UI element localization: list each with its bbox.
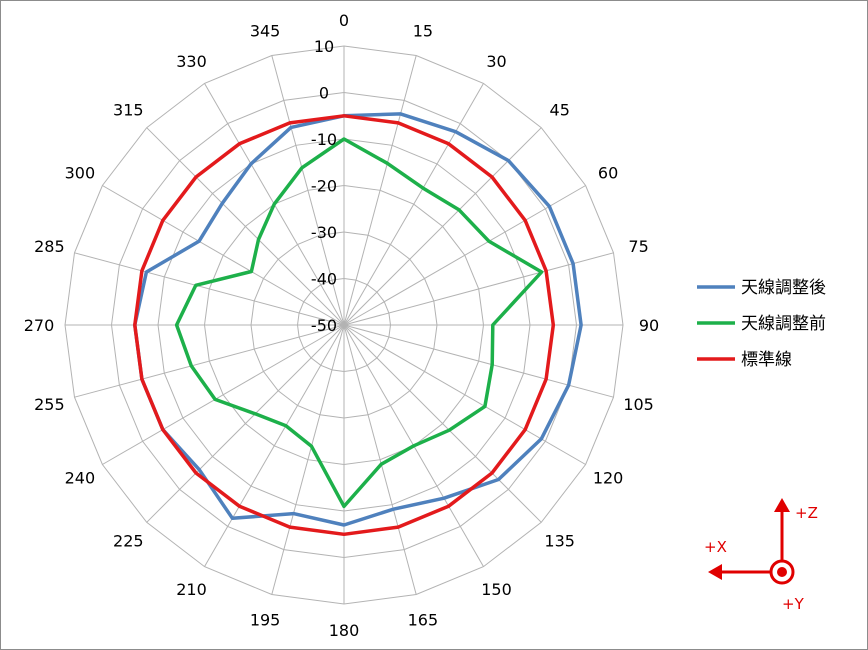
angle-label: 330 xyxy=(176,52,207,71)
angle-label: 240 xyxy=(65,469,96,488)
angle-label: 270 xyxy=(24,316,55,335)
radar-grid xyxy=(64,45,624,605)
series-line xyxy=(174,137,544,509)
angle-label: 255 xyxy=(34,395,65,414)
angle-label: 150 xyxy=(481,580,512,599)
grid-spoke xyxy=(102,185,345,326)
angle-label: 300 xyxy=(65,164,96,183)
legend-label: 天線調整後 xyxy=(741,278,826,298)
angle-label: 120 xyxy=(593,469,624,488)
angle-labels: 0 15 30 45 60 75 90 105 120 135 150 165 180 195 210 225… xyxy=(24,11,659,640)
angle-label: 345 xyxy=(250,21,281,40)
y-axis-label: +Y xyxy=(782,595,805,613)
grid-spoke xyxy=(74,324,345,398)
angle-label: 195 xyxy=(250,611,281,630)
z-axis-label: +Z xyxy=(795,504,818,522)
grid-spoke xyxy=(343,55,417,326)
angle-label: 165 xyxy=(408,611,439,630)
z-arrow-head xyxy=(774,498,790,512)
radial-tick-label: -30 xyxy=(311,223,337,242)
legend-label: 標準線 xyxy=(741,350,792,370)
radial-tick-label: -40 xyxy=(311,270,337,289)
grid-spoke xyxy=(343,324,542,523)
angle-label: 105 xyxy=(623,395,654,414)
angle-label: 225 xyxy=(113,532,144,551)
angle-label: 30 xyxy=(486,52,506,71)
radial-tick-label: 0 xyxy=(319,84,329,103)
axis-indicator: +Z +X +Y xyxy=(704,498,818,613)
series-line xyxy=(133,112,583,527)
angle-label: 15 xyxy=(413,21,433,40)
radial-tick-labels: 10 0 -10 -20 -30 -40 -50 xyxy=(311,37,337,335)
angle-label: 180 xyxy=(329,621,360,640)
angle-label: 210 xyxy=(176,580,207,599)
grid-spoke xyxy=(204,324,345,567)
x-axis-label: +X xyxy=(704,538,727,556)
series-layer xyxy=(133,112,583,537)
radial-tick-label: 10 xyxy=(314,37,334,56)
angle-label: 60 xyxy=(598,164,618,183)
grid-spoke xyxy=(343,83,484,326)
x-arrow-head xyxy=(708,564,722,580)
grid-spoke xyxy=(343,185,586,326)
angle-label: 135 xyxy=(544,532,575,551)
grid-spoke xyxy=(343,324,417,595)
grid-spoke xyxy=(102,324,345,465)
y-axis-dot xyxy=(777,567,787,577)
grid-spoke xyxy=(146,324,345,523)
radial-tick-label: -10 xyxy=(311,130,337,149)
angle-label: 90 xyxy=(639,316,659,335)
angle-label: 75 xyxy=(628,237,648,256)
angle-label: 285 xyxy=(34,237,65,256)
grid-spoke xyxy=(271,324,345,595)
angle-label: 0 xyxy=(339,11,349,30)
radial-tick-label: -20 xyxy=(311,177,337,196)
grid-spoke xyxy=(343,252,614,326)
grid-spoke xyxy=(146,127,345,326)
grid-spoke xyxy=(74,252,345,326)
angle-label: 45 xyxy=(550,100,570,119)
grid-spoke xyxy=(343,324,586,465)
legend-label: 天線調整前 xyxy=(741,314,826,334)
angle-label: 315 xyxy=(113,100,144,119)
grid-spoke xyxy=(271,55,345,326)
series-line xyxy=(133,114,556,537)
radial-tick-label: -50 xyxy=(311,316,337,335)
